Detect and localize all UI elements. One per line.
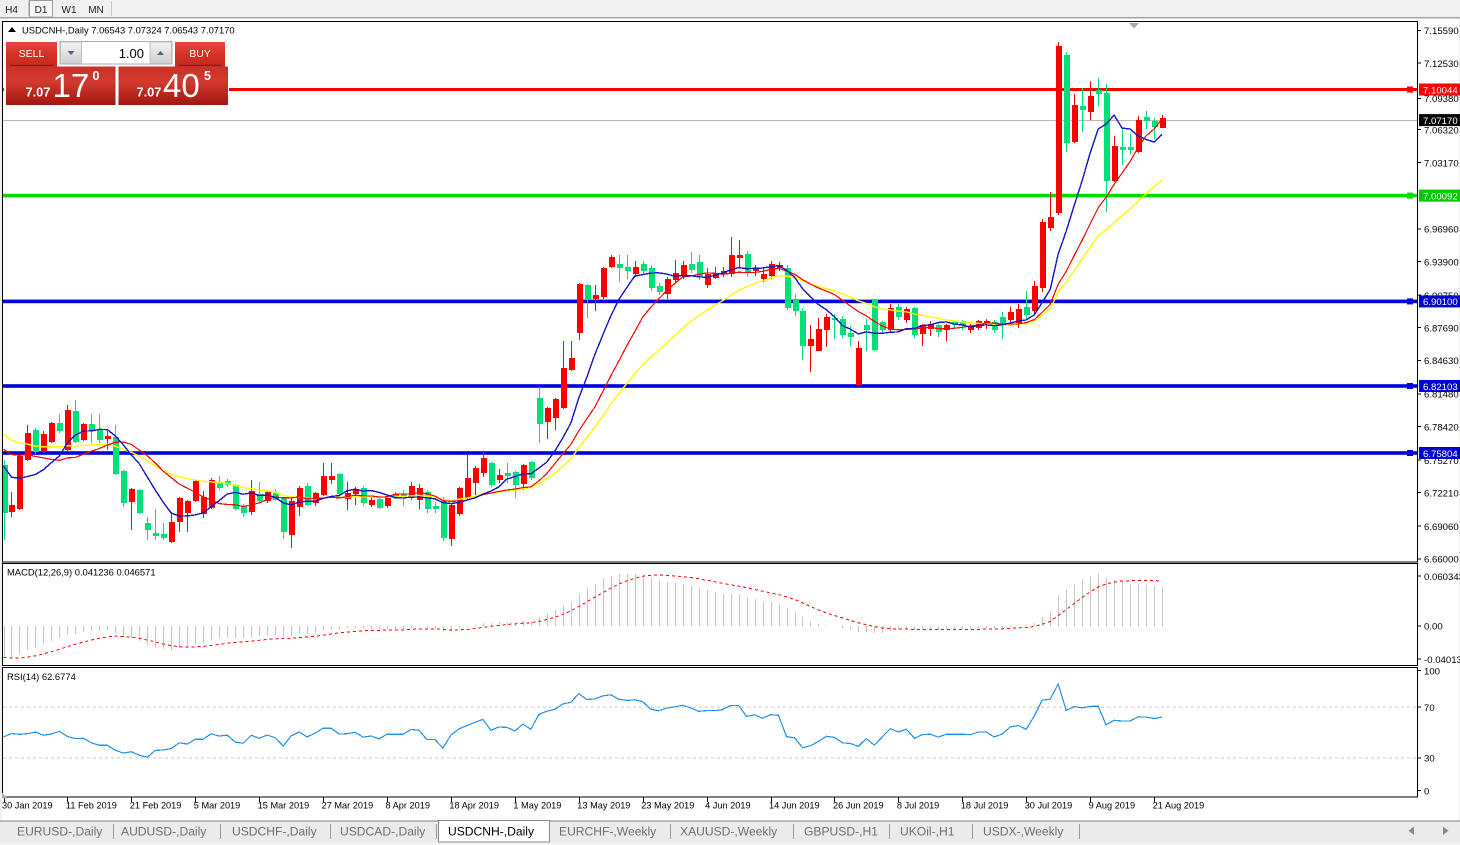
svg-text:7.10044: 7.10044	[1423, 85, 1458, 96]
svg-text:BUY: BUY	[189, 48, 211, 60]
svg-text:W1: W1	[62, 5, 77, 16]
svg-text:17: 17	[53, 67, 90, 104]
svg-text:6.78420: 6.78420	[1424, 422, 1459, 433]
svg-text:AUDUSD-,Daily: AUDUSD-,Daily	[121, 825, 207, 839]
svg-text:USDCNH-,Daily 7.06543 7.07324: USDCNH-,Daily 7.06543 7.07324 7.06543 7.…	[22, 25, 235, 36]
svg-text:7.07170: 7.07170	[1423, 116, 1458, 127]
svg-text:14 Jun 2019: 14 Jun 2019	[769, 801, 820, 811]
svg-text:6.82103: 6.82103	[1423, 382, 1458, 393]
svg-text:7.12530: 7.12530	[1424, 59, 1459, 70]
svg-text:MN: MN	[88, 5, 104, 16]
svg-text:0.060343: 0.060343	[1424, 572, 1460, 583]
svg-text:EURCHF-,Weekly: EURCHF-,Weekly	[559, 825, 657, 839]
svg-text:15 Mar 2019: 15 Mar 2019	[258, 801, 310, 811]
svg-text:USDCHF-,Daily: USDCHF-,Daily	[232, 825, 318, 839]
svg-text:8 Apr 2019: 8 Apr 2019	[386, 801, 430, 811]
svg-text:26 Jun 2019: 26 Jun 2019	[833, 801, 884, 811]
svg-text:11 Feb 2019: 11 Feb 2019	[66, 801, 117, 811]
svg-text:100: 100	[1424, 667, 1440, 678]
svg-text:6.75270: 6.75270	[1424, 456, 1459, 467]
svg-text:30 Jan 2019: 30 Jan 2019	[2, 801, 53, 811]
svg-text:70: 70	[1424, 703, 1435, 714]
svg-text:9 Aug 2019: 9 Aug 2019	[1089, 801, 1136, 811]
svg-text:6.81480: 6.81480	[1424, 390, 1459, 401]
svg-text:6.72210: 6.72210	[1424, 489, 1459, 500]
svg-text:6.75804: 6.75804	[1423, 449, 1458, 460]
svg-text:27 Mar 2019: 27 Mar 2019	[322, 801, 374, 811]
svg-text:40: 40	[163, 67, 200, 104]
svg-text:1.00: 1.00	[119, 46, 144, 61]
svg-text:UKOil-,H1: UKOil-,H1	[900, 825, 955, 839]
svg-text:RSI(14) 62.6774: RSI(14) 62.6774	[7, 671, 76, 682]
svg-text:EURUSD-,Daily: EURUSD-,Daily	[17, 825, 103, 839]
svg-text:6.93900: 6.93900	[1424, 257, 1459, 268]
svg-text:0: 0	[1424, 787, 1429, 798]
svg-text:7.09380: 7.09380	[1424, 94, 1459, 105]
svg-text:H4: H4	[5, 5, 18, 16]
svg-text:0: 0	[93, 69, 100, 83]
svg-text:18 Apr 2019: 18 Apr 2019	[449, 801, 499, 811]
svg-text:6.84630: 6.84630	[1424, 356, 1459, 367]
svg-text:USDCAD-,Daily: USDCAD-,Daily	[340, 825, 426, 839]
svg-text:7.07: 7.07	[26, 85, 51, 100]
svg-text:13 May 2019: 13 May 2019	[577, 801, 630, 811]
svg-text:8 Jul 2019: 8 Jul 2019	[897, 801, 939, 811]
svg-text:7.00092: 7.00092	[1423, 191, 1458, 202]
svg-text:6.96960: 6.96960	[1424, 225, 1459, 236]
svg-text:-0.040136: -0.040136	[1424, 655, 1460, 666]
svg-text:7.06320: 7.06320	[1424, 125, 1459, 136]
svg-text:USDCNH-,Daily: USDCNH-,Daily	[448, 825, 535, 839]
svg-text:23 May 2019: 23 May 2019	[641, 801, 694, 811]
svg-text:7.07: 7.07	[137, 85, 162, 100]
svg-text:GBPUSD-,H1: GBPUSD-,H1	[804, 825, 878, 839]
svg-text:1 May 2019: 1 May 2019	[513, 801, 561, 811]
svg-text:30 Jul 2019: 30 Jul 2019	[1025, 801, 1073, 811]
svg-text:XAUUSD-,Weekly: XAUUSD-,Weekly	[680, 825, 778, 839]
svg-text:SELL: SELL	[19, 48, 45, 60]
svg-text:4 Jun 2019: 4 Jun 2019	[705, 801, 750, 811]
svg-text:21 Feb 2019: 21 Feb 2019	[130, 801, 182, 811]
svg-text:18 Jul 2019: 18 Jul 2019	[961, 801, 1009, 811]
svg-text:6.87690: 6.87690	[1424, 324, 1459, 335]
svg-text:6.66000: 6.66000	[1424, 555, 1459, 566]
svg-text:0.00: 0.00	[1424, 622, 1443, 633]
svg-text:7.03170: 7.03170	[1424, 159, 1459, 170]
svg-text:D1: D1	[35, 5, 48, 16]
svg-text:6.69060: 6.69060	[1424, 522, 1459, 533]
svg-text:USDX-,Weekly: USDX-,Weekly	[983, 825, 1064, 839]
svg-text:5: 5	[204, 69, 211, 83]
svg-text:MACD(12,26,9) 0.041236 0.04657: MACD(12,26,9) 0.041236 0.046571	[7, 567, 156, 578]
svg-text:5 Mar 2019: 5 Mar 2019	[194, 801, 240, 811]
svg-text:7.15590: 7.15590	[1424, 26, 1459, 37]
svg-text:30: 30	[1424, 754, 1435, 765]
svg-text:6.90100: 6.90100	[1423, 297, 1458, 308]
svg-text:21 Aug 2019: 21 Aug 2019	[1153, 801, 1205, 811]
